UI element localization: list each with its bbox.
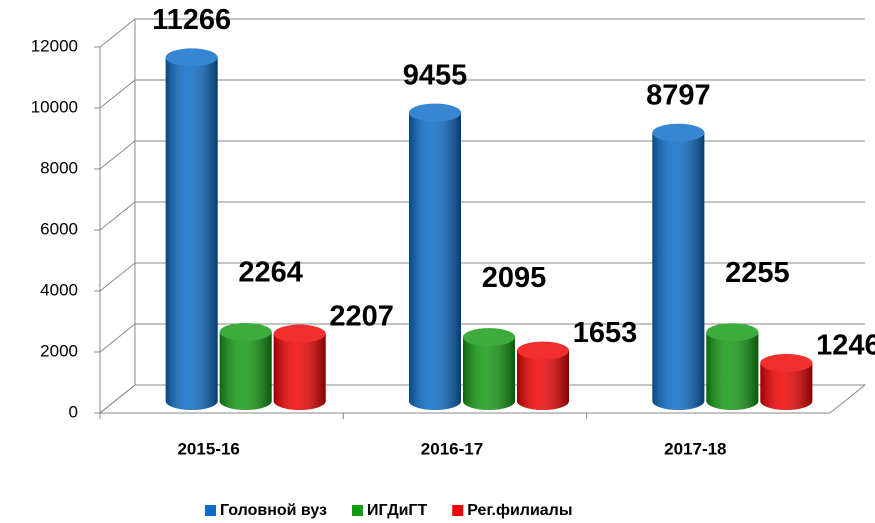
bar-top-highlight [760, 353, 813, 372]
grid-line [99, 323, 865, 353]
bar-shade [760, 362, 813, 410]
x-tick-label: 2016-17 [421, 439, 483, 458]
bar-shade [165, 57, 218, 411]
bar-top-highlight [165, 48, 218, 67]
legend-label: Рег.филиалы [467, 502, 572, 519]
bar-top-highlight [409, 103, 461, 122]
data-label: 11266 [152, 4, 231, 36]
y-tick-label: 12000 [31, 36, 78, 55]
bar-shade [463, 337, 515, 410]
grid-line [99, 201, 865, 231]
y-tick-label: 8000 [40, 158, 78, 177]
bar-top [463, 328, 515, 347]
legend-label: ИГДиГТ [367, 502, 427, 519]
bar-top [706, 323, 759, 342]
grid-line [99, 18, 865, 48]
bar-top-highlight [517, 341, 569, 360]
legend-swatch [452, 505, 464, 516]
bar-top [165, 48, 218, 67]
data-label: 1246 [816, 330, 875, 362]
bar-top [517, 341, 569, 360]
data-label: 2207 [329, 300, 394, 332]
bar-top [652, 123, 705, 142]
bar-shade [409, 112, 461, 410]
bar-top [273, 324, 326, 343]
bar-top-highlight [652, 123, 705, 142]
data-label: 2264 [238, 257, 303, 289]
data-label: 2255 [725, 257, 790, 289]
data-label: 1653 [573, 317, 638, 349]
data-label: 9455 [403, 59, 468, 91]
bar-top [409, 103, 461, 122]
grid-line [99, 140, 865, 170]
grid-line [99, 79, 865, 109]
bar-shade [273, 333, 326, 410]
bar-top-highlight [706, 323, 759, 342]
legend-swatch [352, 505, 364, 516]
y-tick-label: 0 [69, 402, 78, 421]
data-label: 2095 [482, 262, 547, 294]
bar-shade [652, 132, 705, 410]
bar-top [219, 322, 272, 341]
y-tick-label: 6000 [40, 219, 78, 238]
bar-shade [706, 332, 759, 410]
y-tick-label: 10000 [31, 97, 78, 116]
bar-shade [219, 331, 272, 410]
bar-top-highlight [463, 328, 515, 347]
bar-top [760, 353, 813, 372]
data-label: 8797 [646, 79, 711, 111]
bar-shade [517, 350, 569, 410]
bar-top-highlight [219, 322, 272, 341]
grid-line [99, 262, 865, 292]
y-tick-label: 4000 [40, 280, 78, 299]
bar-top-highlight [273, 324, 326, 343]
legend-label: Головной вуз [220, 502, 327, 519]
x-tick-label: 2015-16 [177, 439, 239, 458]
x-tick-label: 2017-18 [664, 439, 726, 458]
y-tick-label: 2000 [40, 341, 78, 360]
legend-swatch [205, 505, 216, 516]
grid-line [99, 384, 865, 414]
